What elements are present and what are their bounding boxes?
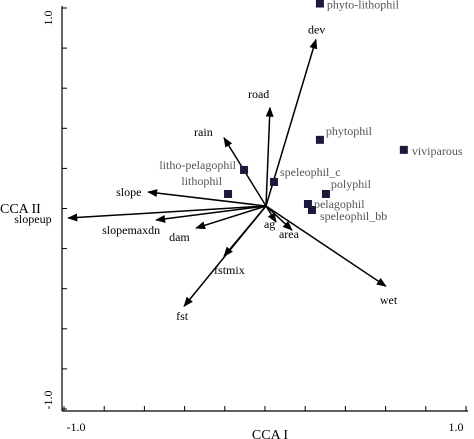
species-label-pelagophil: pelagophil [314,197,365,211]
vector-label-slopeup: slopeup [14,212,51,226]
vector-arrow-fstmix [223,205,267,257]
vector-label-fst: fst [176,309,189,323]
y-axis-title: CCA II [0,202,41,217]
vector-arrow-slope [147,189,267,207]
vector-arrow-road [265,106,274,207]
x-tick-label: -1.0 [67,420,86,434]
species-label-polyphil: polyphil [331,177,372,191]
vector-arrow-slopeup [67,205,267,222]
vector-arrow-wet [265,205,387,287]
vector-arrow-ag [265,205,277,223]
vector-label-ag: ag [264,217,275,231]
vector-arrow-slopemaxdn [155,205,267,223]
vector-label-dev: dev [308,23,325,37]
species-label-lithophil: lithophil [181,174,222,188]
species-point-speleophil_c [269,177,278,186]
y-tick-label: -1.0 [41,391,55,410]
vector-label-rain: rain [194,125,213,139]
species-point-pelagophil [303,199,312,208]
species-label-viviparous: viviparous [412,144,463,158]
vector-label-road: road [248,87,269,101]
environmental-vectors: dev road rain slope slopeup slopemaxdn dam fst f… [14,23,398,324]
vector-label-dam: dam [169,230,190,244]
species-point-viviparous [399,145,408,154]
vector-label-slope: slope [116,185,141,199]
axes: 1.0 -1.0 -1.0 1.0 CCA I CCA II [0,6,468,439]
species-points: phyto-lithophil phytophil viviparous litho-… [159,0,463,223]
species-label-speleophil_bb: speleophil_bb [320,209,387,223]
species-point-phyto-lithophil [315,0,324,8]
species-point-litho-pelagophil [240,165,249,174]
species-point-polyphil [321,189,330,198]
x-axis-title: CCA I [252,428,289,439]
species-label-litho-pelagophil: litho-pelagophil [159,158,236,172]
vector-arrow-area [265,205,293,231]
y-tick-label: 1.0 [41,11,55,26]
vector-label-slopemaxdn: slopemaxdn [102,223,160,237]
vector-label-wet: wet [380,293,398,307]
species-label-phytophil: phytophil [326,124,373,138]
species-label-phyto-lithophil: phyto-lithophil [327,0,400,12]
species-point-lithophil [224,189,233,198]
vector-arrow-dam [195,205,267,230]
vector-label-area: area [279,227,300,241]
vector-label-fstmix: fstmix [214,263,245,277]
x-tick-label: 1.0 [449,420,464,434]
species-label-speleophil_c: speleophil_c [280,165,341,179]
species-point-phytophil [315,135,324,144]
species-point-speleophil_bb [307,206,316,215]
